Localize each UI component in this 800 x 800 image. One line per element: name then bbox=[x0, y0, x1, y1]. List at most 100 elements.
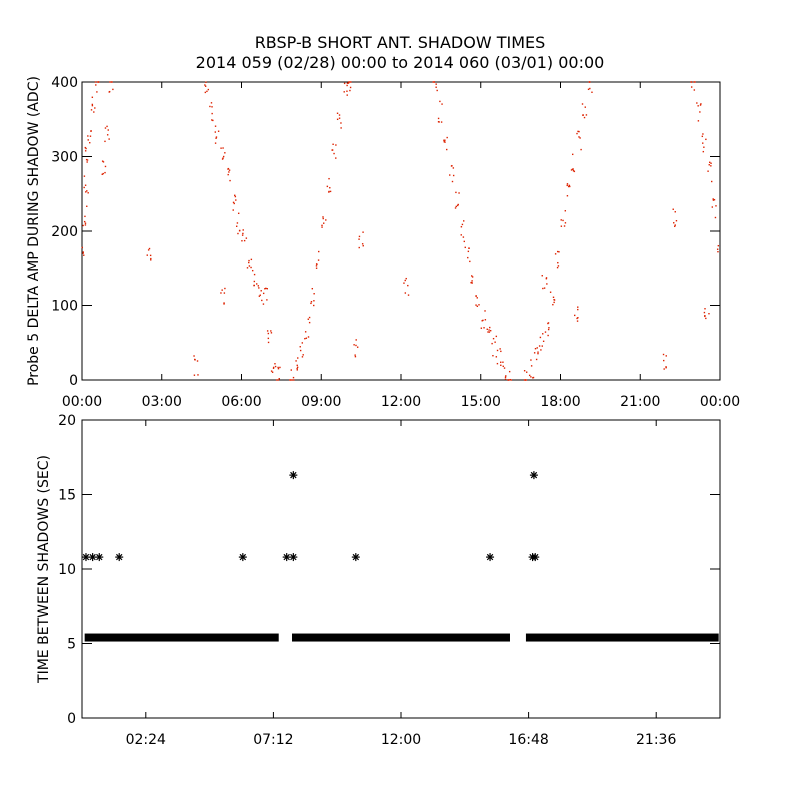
top-data-point bbox=[504, 378, 507, 380]
asterisk-stroke bbox=[290, 471, 297, 479]
top-data-point bbox=[222, 155, 225, 158]
top-data-point bbox=[338, 117, 341, 119]
top-data-point bbox=[484, 310, 486, 312]
top-data-point bbox=[193, 355, 195, 357]
top-data-point bbox=[404, 279, 406, 282]
top-data-point bbox=[96, 91, 98, 93]
top-data-point bbox=[260, 290, 262, 292]
top-data-point bbox=[353, 344, 355, 346]
asterisk-stroke bbox=[530, 471, 538, 479]
top-data-point bbox=[492, 354, 494, 357]
top-data-point bbox=[572, 153, 574, 156]
top-data-point bbox=[220, 147, 222, 149]
top-data-point bbox=[356, 346, 359, 348]
top-x-tick-label: 18:00 bbox=[540, 394, 580, 410]
top-data-point bbox=[481, 320, 483, 322]
top-data-point bbox=[557, 265, 560, 267]
top-data-point bbox=[108, 138, 110, 140]
top-data-point bbox=[705, 138, 707, 141]
top-data-point bbox=[502, 365, 504, 368]
top-data-point bbox=[470, 281, 472, 284]
top-x-tick-label: 09:00 bbox=[301, 394, 341, 410]
top-data-point bbox=[90, 130, 92, 132]
top-data-point bbox=[91, 96, 94, 98]
top-data-point bbox=[232, 209, 234, 211]
top-data-point bbox=[86, 159, 89, 161]
top-data-point bbox=[328, 191, 330, 193]
top-data-point bbox=[317, 259, 320, 261]
top-data-point bbox=[349, 81, 351, 83]
top-data-point bbox=[248, 259, 250, 262]
top-data-point bbox=[350, 81, 352, 83]
top-data-point bbox=[469, 260, 471, 263]
top-data-point bbox=[329, 190, 332, 193]
top-panel: 00:00 03:00 06:00 09:00 12:00 15:00 18:00 21:00… bbox=[26, 75, 740, 410]
top-data-point bbox=[665, 366, 667, 369]
top-data-point bbox=[441, 103, 443, 105]
top-data-point bbox=[214, 125, 217, 127]
top-data-point bbox=[704, 308, 706, 310]
top-data-point bbox=[708, 312, 710, 315]
top-data-point bbox=[444, 139, 446, 141]
top-data-point bbox=[508, 370, 511, 373]
top-data-point bbox=[539, 336, 542, 339]
top-data-point bbox=[233, 202, 235, 205]
top-data-point bbox=[467, 250, 470, 253]
top-data-point bbox=[310, 300, 313, 303]
top-data-point bbox=[502, 361, 504, 363]
top-data-point bbox=[510, 379, 512, 381]
top-data-point bbox=[568, 184, 571, 187]
bottom-data-point bbox=[289, 553, 298, 562]
top-data-point bbox=[587, 88, 590, 91]
top-data-point bbox=[222, 157, 224, 159]
top-data-point bbox=[471, 280, 473, 282]
top-y-tick-label: 300 bbox=[51, 150, 78, 166]
top-data-point bbox=[562, 219, 564, 222]
top-data-point bbox=[542, 340, 545, 342]
top-data-point bbox=[313, 293, 315, 295]
top-data-point bbox=[214, 142, 217, 144]
top-data-point bbox=[83, 220, 86, 223]
asterisk-stroke bbox=[486, 553, 494, 561]
top-data-point bbox=[261, 299, 263, 302]
top-data-point bbox=[290, 369, 292, 371]
top-data-point bbox=[206, 90, 208, 93]
top-data-point bbox=[560, 219, 562, 221]
asterisk-stroke bbox=[290, 553, 297, 561]
top-data-point bbox=[500, 350, 502, 353]
top-x-tick-label: 21:00 bbox=[620, 394, 660, 410]
top-data-point bbox=[355, 339, 357, 341]
top-data-point bbox=[530, 376, 532, 378]
bottom-data-point bbox=[486, 553, 495, 562]
top-data-point bbox=[504, 376, 507, 378]
top-data-point bbox=[460, 226, 463, 228]
top-data-point bbox=[435, 83, 437, 85]
top-data-point bbox=[222, 147, 224, 149]
top-data-point bbox=[499, 348, 501, 350]
top-data-point bbox=[710, 162, 712, 164]
top-data-point bbox=[464, 246, 466, 249]
top-data-point bbox=[690, 86, 693, 88]
top-data-point bbox=[578, 136, 580, 138]
bottom-baseline-band bbox=[525, 633, 719, 642]
top-data-point bbox=[316, 263, 318, 266]
top-data-point bbox=[496, 349, 499, 352]
top-data-point bbox=[223, 303, 225, 305]
top-data-point bbox=[553, 301, 555, 304]
top-data-point bbox=[673, 222, 675, 224]
top-data-point bbox=[248, 265, 251, 267]
bottom-x-tick-label: 16:48 bbox=[508, 732, 548, 748]
top-data-point bbox=[711, 206, 714, 208]
bottom-y-tick-label: 0 bbox=[67, 711, 76, 727]
top-data-point bbox=[340, 127, 342, 129]
top-data-point bbox=[336, 118, 339, 121]
top-data-point bbox=[82, 224, 84, 227]
top-data-point bbox=[702, 133, 704, 135]
top-data-point bbox=[277, 366, 279, 369]
top-data-point bbox=[237, 212, 240, 215]
top-data-point bbox=[238, 229, 241, 232]
top-data-point bbox=[331, 149, 333, 151]
top-data-point bbox=[86, 190, 88, 192]
top-data-point bbox=[83, 186, 85, 189]
top-data-point bbox=[463, 220, 465, 222]
